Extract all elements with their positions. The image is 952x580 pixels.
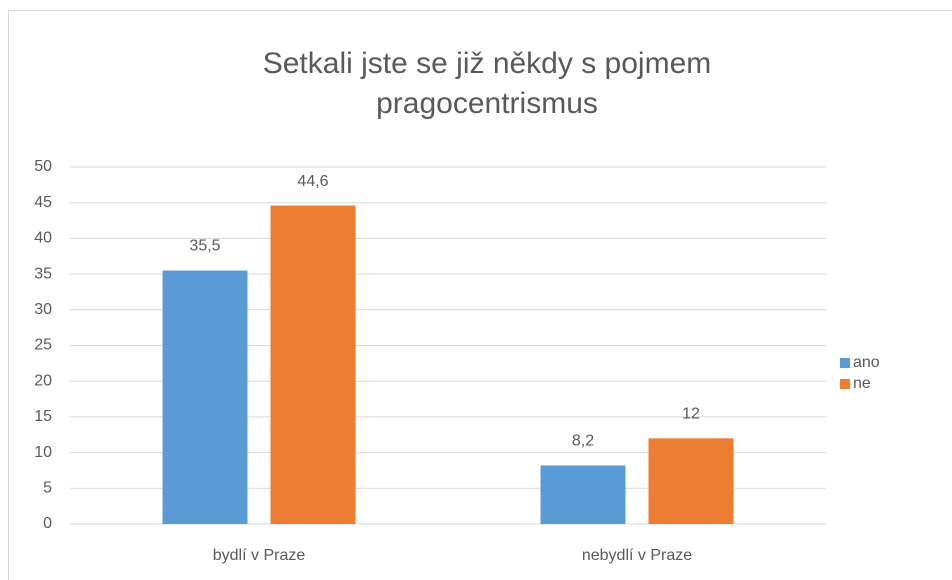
bar bbox=[162, 270, 248, 524]
y-tick-label: 35 bbox=[34, 265, 52, 282]
bar bbox=[648, 438, 734, 524]
legend-swatch bbox=[840, 358, 850, 368]
y-tick-label: 15 bbox=[34, 408, 52, 425]
bar bbox=[270, 205, 356, 524]
x-tick-label: nebydlí v Praze bbox=[582, 547, 692, 564]
y-tick-label: 40 bbox=[34, 230, 52, 247]
y-tick-label: 5 bbox=[43, 480, 52, 497]
y-tick-label: 25 bbox=[34, 337, 52, 354]
y-tick-label: 30 bbox=[34, 301, 52, 318]
chart-title: Setkali jste se již někdy s pojmem prago… bbox=[262, 47, 712, 120]
value-label: 8,2 bbox=[572, 433, 594, 450]
legend-label: ano bbox=[853, 354, 880, 371]
x-tick-label: bydlí v Praze bbox=[213, 547, 306, 564]
y-tick-label: 10 bbox=[34, 444, 52, 461]
chart-frame bbox=[8, 10, 952, 580]
y-tick-label: 20 bbox=[34, 372, 52, 389]
value-label: 12 bbox=[682, 406, 700, 423]
legend-label: ne bbox=[853, 375, 871, 392]
y-tick-label: 50 bbox=[34, 158, 52, 175]
y-tick-label: 0 bbox=[43, 515, 52, 532]
y-tick-label: 45 bbox=[34, 194, 52, 211]
value-label: 35,5 bbox=[189, 238, 220, 255]
legend-swatch bbox=[840, 379, 850, 389]
bar bbox=[540, 465, 626, 524]
value-label: 44,6 bbox=[297, 173, 328, 190]
